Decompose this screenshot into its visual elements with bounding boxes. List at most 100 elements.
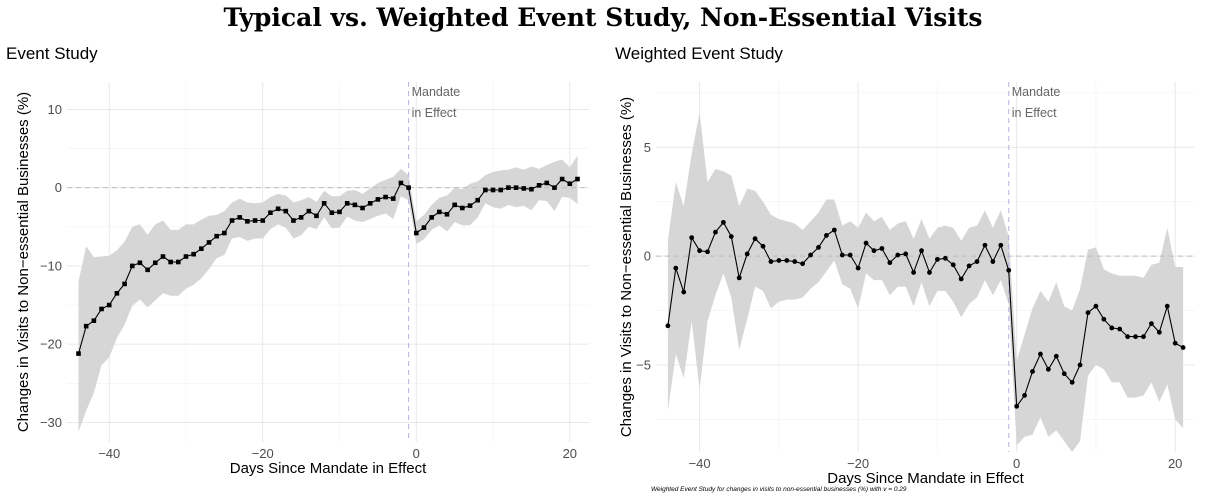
data-point — [784, 258, 790, 263]
data-point — [1061, 371, 1067, 377]
data-point — [1117, 326, 1123, 332]
data-point — [792, 259, 798, 264]
data-point — [760, 243, 766, 249]
data-point — [966, 263, 972, 269]
data-point — [816, 245, 821, 250]
y-axis-title: Changes in Visits to Non−essential Busin… — [15, 92, 32, 432]
data-point — [567, 181, 573, 187]
data-point — [475, 197, 480, 203]
data-point — [337, 209, 342, 215]
data-point — [982, 242, 988, 248]
data-point — [321, 201, 327, 206]
data-point — [720, 219, 726, 225]
data-point — [887, 260, 893, 266]
x-tick-label: −40 — [98, 446, 120, 461]
data-point — [329, 210, 335, 215]
data-point — [291, 218, 296, 223]
data-point — [681, 289, 687, 295]
data-point — [552, 185, 557, 190]
data-point — [214, 233, 219, 239]
data-point — [544, 180, 550, 186]
x-tick-label: 20 — [1168, 456, 1182, 471]
data-point — [768, 259, 774, 264]
data-point — [1069, 379, 1075, 385]
data-point — [145, 267, 150, 273]
data-point — [1022, 393, 1027, 398]
data-point — [998, 242, 1004, 248]
data-point — [808, 252, 813, 258]
mandate-annotation: Mandate — [1012, 85, 1061, 99]
x-tick-label: −20 — [847, 456, 869, 471]
data-point — [697, 248, 702, 254]
weighted-event-study-chart: −40 −20 0 20 5 0 −5 Mandate in Effect Days Since … — [618, 82, 1195, 487]
y-tick-label: 10 — [48, 102, 62, 117]
data-point — [752, 236, 758, 242]
data-point — [168, 259, 173, 265]
y-tick-label: −10 — [40, 258, 62, 273]
weighted-event-study-title: Weighted Event Study — [615, 44, 783, 63]
data-point — [736, 275, 742, 281]
data-point — [237, 215, 243, 220]
y-tick-label: 0 — [644, 249, 651, 264]
event-study-panel: Event Study −40 −20 0 20 10 0 −10 −20 −30 Mandate… — [0, 40, 603, 497]
data-point — [390, 196, 396, 201]
data-point — [490, 187, 496, 193]
data-point — [974, 259, 980, 264]
data-point — [99, 306, 104, 312]
data-point — [252, 218, 258, 223]
x-tick-label: 0 — [1013, 456, 1020, 471]
data-point — [903, 251, 909, 257]
main-title: Typical vs. Weighted Event Study, Non-Es… — [223, 3, 983, 32]
data-point — [744, 251, 750, 257]
data-point — [383, 194, 388, 200]
data-point — [76, 351, 81, 356]
data-point — [114, 291, 120, 296]
chart-caption: Weighted Event Study for changes in visi… — [651, 486, 907, 493]
data-point — [990, 259, 996, 264]
data-point — [919, 248, 924, 254]
data-point — [1164, 303, 1170, 309]
data-point — [536, 183, 542, 188]
data-point — [513, 185, 519, 190]
data-point — [1038, 351, 1043, 357]
data-point — [398, 180, 404, 186]
data-point — [413, 230, 419, 236]
data-point — [665, 323, 671, 329]
data-point — [950, 262, 956, 268]
data-point — [800, 261, 806, 267]
data-point — [575, 176, 580, 182]
data-point — [245, 219, 250, 224]
weighted-event-study-panel: Weighted Event Study −40 −20 0 20 5 0 −5 Mandat… — [603, 40, 1206, 497]
mandate-annotation: in Effect — [412, 106, 457, 120]
data-point — [360, 205, 365, 211]
data-point — [222, 230, 227, 236]
data-point — [934, 256, 940, 262]
y-tick-label: 5 — [644, 140, 651, 155]
data-point — [895, 252, 901, 258]
data-point — [452, 202, 457, 208]
data-point — [911, 270, 917, 275]
data-point — [122, 281, 127, 287]
data-point — [421, 225, 427, 230]
data-point — [1045, 366, 1051, 372]
y-tick-label: −20 — [40, 337, 62, 352]
confidence-band — [78, 155, 578, 432]
data-point — [275, 206, 281, 212]
data-point — [83, 323, 89, 329]
data-point — [429, 215, 434, 220]
data-point — [942, 255, 948, 261]
data-point — [268, 210, 273, 215]
event-study-chart: −40 −20 0 20 10 0 −10 −20 −30 Mandate in Effect Day… — [15, 82, 589, 477]
data-point — [673, 265, 679, 271]
data-point — [498, 187, 504, 193]
data-point — [1109, 325, 1115, 331]
data-point — [847, 252, 853, 258]
data-point — [283, 208, 289, 214]
data-point — [437, 209, 442, 215]
data-point — [106, 302, 112, 308]
data-point — [559, 176, 565, 182]
data-point — [483, 187, 488, 193]
data-point — [863, 240, 869, 246]
data-point — [1030, 369, 1035, 374]
data-point — [206, 240, 212, 245]
